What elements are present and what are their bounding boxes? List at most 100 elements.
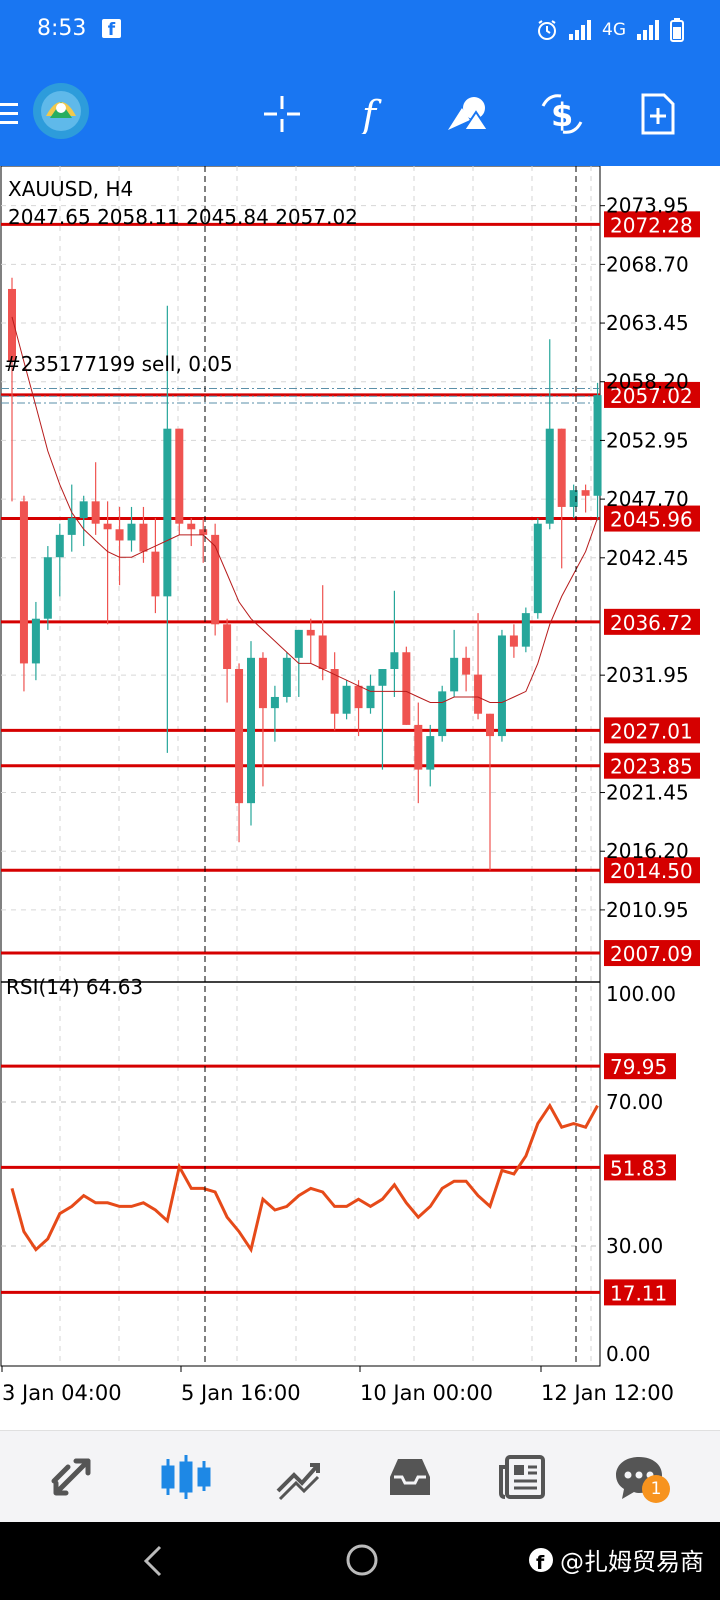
price-tick-label: 2068.70 [606, 252, 689, 276]
svg-text:f: f [536, 1552, 545, 1573]
news-tab-icon[interactable] [493, 1447, 553, 1507]
candle-body [163, 428, 172, 597]
chart-area[interactable]: 2072.28 2057.02 2045.96 2036.72 2027.01 2023.… [0, 165, 720, 1430]
rsi-level-label: 17.11 [610, 1281, 667, 1305]
candle-body [8, 288, 16, 362]
candle-body [390, 652, 399, 670]
new-order-icon[interactable] [634, 90, 682, 138]
back-icon[interactable] [140, 1544, 166, 1578]
price-level-label: 2036.72 [610, 611, 693, 635]
order-label: #235177199 sell, 0.05 [4, 352, 233, 376]
price-level-label: 2023.85 [610, 755, 693, 779]
price-tick-label: 2047.70 [606, 487, 689, 511]
facebook-notification-icon: f [102, 19, 121, 40]
time-tick-label: 12 Jan 12:00 [541, 1381, 674, 1405]
menu-icon[interactable] [0, 90, 24, 138]
candle-body [270, 696, 279, 709]
quotes-tab-icon[interactable] [42, 1447, 102, 1507]
candle-body [330, 669, 339, 714]
price-level-tag [604, 381, 700, 408]
time-tick-label: 5 Jan 16:00 [181, 1381, 301, 1405]
price-tick-label: 2073.95 [606, 194, 689, 218]
chat-tab-icon[interactable]: 1 [604, 1447, 674, 1507]
candle-body [521, 613, 530, 647]
time-tick-label: 10 Jan 00:00 [360, 1381, 493, 1405]
price-level-tag [604, 717, 700, 744]
candle-body [378, 669, 387, 686]
candle-body [91, 501, 100, 524]
price-tick-label: 2010.95 [606, 898, 689, 922]
ohlc-label: 2047.65 2058.11 2045.84 2057.02 [8, 205, 358, 229]
price-tick-label: 2016.20 [606, 839, 689, 863]
candle-body [235, 669, 244, 804]
rsi-level-label: 51.83 [610, 1156, 667, 1180]
chart-tab-icon[interactable] [156, 1447, 216, 1507]
price-level-label: 2014.50 [610, 859, 693, 883]
candle-body [43, 557, 52, 619]
rsi-level-tag [604, 1053, 676, 1080]
candle-body [79, 501, 88, 519]
price-level-label: 2045.96 [610, 508, 693, 532]
rsi-tick-label: 70.00 [606, 1090, 663, 1114]
candle-body [211, 534, 220, 625]
candle-body [486, 713, 494, 737]
indicators-icon[interactable]: f [350, 90, 398, 138]
candle-body [509, 635, 518, 647]
price-level-tag [604, 211, 700, 238]
svg-text:f: f [359, 94, 382, 134]
candle-body [533, 523, 542, 614]
objects-icon[interactable] [444, 90, 492, 138]
candle-body [354, 685, 363, 709]
price-level-label: 2072.28 [610, 213, 693, 237]
price-tick-label: 2058.20 [606, 370, 689, 394]
status-time: 8:53 [37, 16, 87, 41]
candle-body [306, 629, 315, 636]
candle-body [569, 490, 578, 507]
candle-body [55, 534, 64, 558]
price-tick-label: 2052.95 [606, 428, 689, 452]
rsi-level-tag [604, 1154, 676, 1181]
rsi-level-tag [604, 1279, 676, 1306]
price-level-tag [604, 505, 700, 532]
status-icons: 4G [536, 18, 684, 42]
svg-text:$: $ [551, 96, 573, 134]
price-level-label: 2007.09 [610, 942, 693, 966]
candle-body [426, 736, 435, 770]
candle-body [151, 551, 160, 597]
home-icon[interactable] [344, 1542, 380, 1578]
candle-body [31, 618, 40, 664]
history-tab-icon[interactable] [380, 1447, 440, 1507]
candle-body [175, 428, 184, 524]
candle-body [342, 685, 351, 714]
moving-average-line [11, 316, 598, 703]
candle-body [19, 501, 28, 664]
rsi-label: RSI(14) 64.63 [6, 975, 143, 999]
trade-icon[interactable]: $ [538, 90, 586, 138]
chart-svg[interactable]: 2072.28 2057.02 2045.96 2036.72 2027.01 2023.… [0, 165, 720, 1430]
candle-body [115, 529, 124, 541]
candle-body [318, 635, 327, 670]
candle-body [223, 624, 232, 670]
candle-body [414, 724, 423, 770]
price-level-tag [604, 940, 700, 967]
crosshair-icon[interactable] [258, 90, 306, 138]
candle-body [199, 529, 208, 535]
price-tick-label: 2063.45 [606, 311, 689, 335]
price-tick-label: 2031.95 [606, 663, 689, 687]
candle-body [366, 685, 375, 709]
signal-icon [569, 20, 591, 40]
watermark: f @扎姆贸易商 [528, 1542, 704, 1577]
signal-icon-2 [637, 20, 659, 40]
facebook-logo-icon: f [529, 1547, 553, 1573]
price-level-tag [604, 857, 700, 884]
status-bar: 8:53 f 4G [0, 0, 720, 62]
trade-tab-icon[interactable] [268, 1447, 328, 1507]
candle-body [438, 691, 447, 737]
candle-body [258, 657, 267, 709]
rsi-tick-label: 100.00 [606, 982, 676, 1006]
candle-body [545, 428, 554, 524]
candle-body [450, 657, 459, 692]
price-level-label: 2057.02 [610, 384, 693, 408]
candle-body [294, 629, 303, 658]
candle-body [593, 395, 602, 496]
